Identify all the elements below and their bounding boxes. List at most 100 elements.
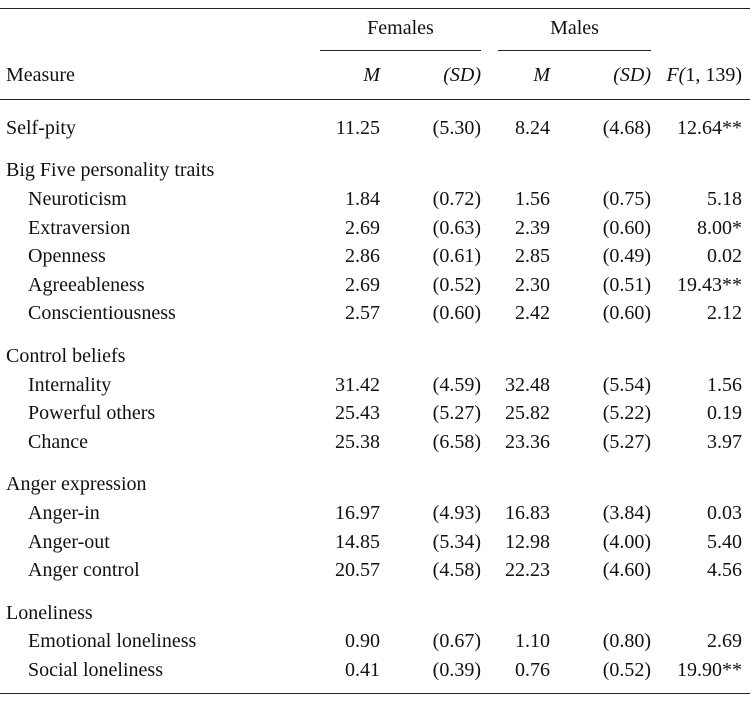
cell-value: 8.00* [697,216,743,239]
cell-value: (5.30) [432,116,481,139]
cell-value: 5.18 [707,187,743,210]
cell-value: 1.56 [707,373,743,396]
cell-value: 12.64** [677,116,743,139]
cell-value: 0.03 [707,501,743,524]
section-row: Big Five personality traits [0,143,750,186]
group-label: Females [320,9,481,51]
row-label: Powerful others [28,402,156,425]
column-header: (SD) [396,51,481,100]
cell-value: 32.48 [505,373,550,396]
row-label: Neuroticism [28,187,127,210]
group-row: Females Males [0,8,751,51]
cell-value: 19.43** [677,273,743,296]
cell-value: 16.83 [505,501,550,524]
cell-value: 2.39 [515,216,550,239]
cell-value: 25.38 [335,430,380,453]
cell-value: (3.84) [602,501,652,524]
cell-value: (4.59) [432,373,481,396]
data-row: Neuroticism 1.84 (0.72) 1.56 (0.75) 5.18 [0,185,750,214]
section-title: Loneliness [6,601,93,624]
column-header: M [481,51,564,100]
cell-value: (0.80) [602,630,652,653]
row-label: Conscientiousness [28,302,176,325]
row-label: Self-pity [6,116,76,139]
cell-value: (5.22) [602,402,652,425]
cell-value: 12.98 [505,530,550,553]
column-header: F(1, 139) [651,51,751,100]
row-label: Social loneliness [0,656,316,694]
cell-value: (0.60) [602,302,652,325]
cell-value: 1.84 [345,187,380,210]
cell-value: 0.02 [707,245,743,268]
section-title: Anger expression [6,473,147,496]
cell-value: 14.85 [335,530,380,553]
column-header: (SD) [564,51,652,100]
cell-value: 2.42 [515,302,550,325]
data-row: Powerful others 25.43 (5.27) 25.82 (5.22) 0.1… [0,399,750,428]
cell-value: 5.40 [707,530,743,553]
cell-value: 1.10 [515,630,550,653]
cell-value: 2.30 [515,273,550,296]
data-row: Openness 2.86 (0.61) 2.85 (0.49) 0.02 [0,242,750,271]
cell-value: 2.85 [515,245,550,268]
row-label: Internality [28,373,112,396]
data-row: Agreeableness 2.69 (0.52) 2.30 (0.51) 19.43** [0,271,750,300]
data-row: Self-pity 11.25 (5.30) 8.24 (4.68) 12.64** [0,100,750,143]
cell-value: (4.68) [602,116,652,139]
cell-value: (4.00) [602,530,652,553]
table-body: Self-pity 11.25 (5.30) 8.24 (4.68) 12.64** Big… [0,100,751,694]
row-label: Emotional loneliness [28,630,197,653]
cell-value: 2.12 [707,302,743,325]
cell-value: 2.69 [345,216,380,239]
cell-value: (0.52) [564,656,652,694]
row-label: Openness [28,245,106,268]
row-label: Agreeableness [28,273,145,296]
cell-value: (5.34) [432,530,481,553]
cell-value: (5.54) [602,373,652,396]
cell-value: 11.25 [335,116,380,139]
data-row: Internality 31.42 (4.59) 32.48 (5.54) 1.56 [0,371,750,400]
row-label: Anger-in [28,501,100,524]
cell-value: (5.27) [602,430,652,453]
column-header: Measure [0,51,316,100]
data-row: Chance 25.38 (6.58) 23.36 (5.27) 3.97 [0,428,750,457]
cell-value: (0.67) [432,630,481,653]
cell-value: (0.60) [432,302,481,325]
cell-value: 25.82 [505,402,550,425]
cell-value: (0.72) [432,187,481,210]
column-header-row: Measure M (SD) M (SD) F(1, 139) [0,51,751,100]
row-label: Extraversion [28,216,131,239]
cell-value: (0.61) [432,245,481,268]
cell-value: (4.58) [432,559,481,582]
row-label: Anger-out [28,530,110,553]
cell-value: 3.97 [707,430,743,453]
data-row: Anger control 20.57 (4.58) 22.23 (4.60) 4.56 [0,556,750,585]
page: Females Males Measure M (SD) M (SD) F(1,… [0,8,754,710]
cell-value: 0.19 [707,402,743,425]
cell-value: 22.23 [505,559,550,582]
table-head: Females Males Measure M (SD) M (SD) F(1,… [0,8,751,100]
cell-value: 0.90 [345,630,380,653]
cell-value: (0.39) [396,656,481,694]
cell-value: 19.90** [651,656,751,694]
cell-value: (0.60) [602,216,652,239]
cell-value: 25.43 [335,402,380,425]
cell-value: (0.52) [432,273,481,296]
data-row: Conscientiousness 2.57 (0.60) 2.42 (0.60) 2.1… [0,300,750,329]
cell-value: (0.63) [432,216,481,239]
cell-value: 0.41 [316,656,396,694]
row-label: Chance [28,430,88,453]
column-header: M [316,51,396,100]
cell-value: 20.57 [335,559,380,582]
cell-value: 0.76 [481,656,564,694]
cell-value: 2.69 [707,630,743,653]
data-row: Social loneliness 0.41 (0.39) 0.76 (0.52) 19.… [0,656,751,694]
cell-value: (0.49) [602,245,652,268]
data-row: Extraversion 2.69 (0.63) 2.39 (0.60) 8.00* [0,214,750,243]
cell-value: (0.75) [602,187,652,210]
cell-value: (5.27) [432,402,481,425]
cell-value: 31.42 [335,373,380,396]
row-label: Anger control [28,559,140,582]
section-row: Loneliness [0,585,750,628]
data-row: Anger-in 16.97 (4.93) 16.83 (3.84) 0.03 [0,499,750,528]
